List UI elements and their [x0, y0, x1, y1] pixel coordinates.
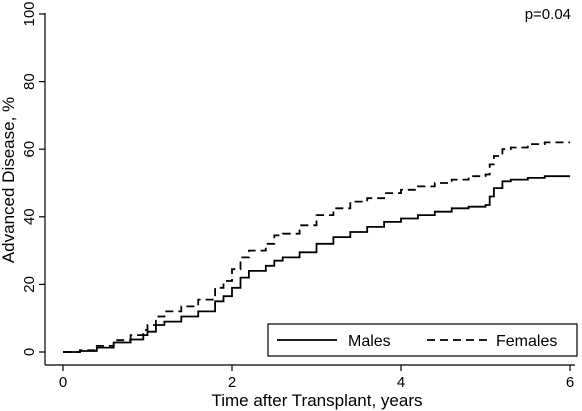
- y-tick-label: 40: [21, 208, 38, 225]
- legend-label-males: Males: [348, 333, 391, 350]
- y-tick-label: 80: [21, 73, 38, 90]
- series-line-males: [63, 175, 570, 353]
- y-tick-label: 60: [21, 141, 38, 158]
- x-tick-label: 0: [59, 374, 67, 391]
- axes: [44, 13, 575, 366]
- y-tick-label: 0: [21, 348, 38, 356]
- y-axis-title: Advanced Disease, %: [0, 97, 18, 263]
- x-ticks: 0 2 4 6: [59, 365, 574, 391]
- x-tick-label: 6: [566, 374, 574, 391]
- legend-label-females: Females: [496, 333, 557, 350]
- y-tick-label: 100: [21, 1, 38, 26]
- x-tick-label: 4: [397, 374, 405, 391]
- x-axis-title: Time after Transplant, years: [211, 391, 422, 410]
- x-tick-label: 2: [228, 374, 236, 391]
- p-value-annotation: p=0.04: [525, 6, 571, 23]
- y-tick-label: 20: [21, 276, 38, 293]
- legend: Males Females: [267, 323, 578, 357]
- series-layer: [63, 141, 570, 353]
- series-line-females: [63, 141, 570, 353]
- y-ticks: 0 20 40 60 80 100: [21, 1, 45, 356]
